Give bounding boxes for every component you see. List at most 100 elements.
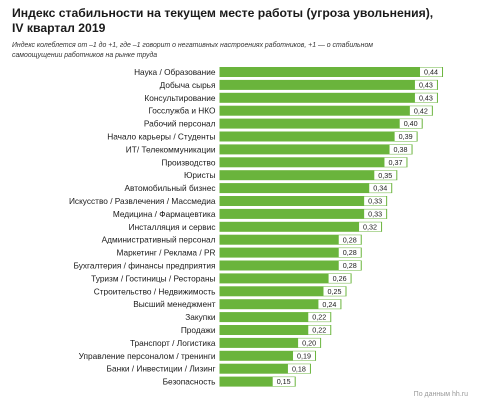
category-label: Административный персонал (102, 235, 216, 245)
value-label-box (420, 67, 443, 77)
value-label: 0,35 (378, 171, 392, 180)
category-label: Продажи (181, 325, 216, 335)
source-note: По данным hh.ru (413, 391, 468, 398)
value-label: 0,32 (363, 222, 377, 231)
category-label: Высший менеджмент (133, 299, 216, 309)
bar (219, 79, 438, 90)
bar (219, 376, 296, 387)
category-label: Добыча сырья (160, 80, 216, 90)
category-label: Консультирование (144, 93, 215, 103)
value-label: 0,42 (414, 106, 428, 115)
value-label: 0,22 (312, 313, 326, 322)
value-label-box (374, 170, 397, 180)
category-label: Рабочий персонал (144, 119, 216, 129)
value-label: 0,22 (312, 326, 326, 335)
bar (219, 299, 342, 310)
value-label: 0,28 (343, 235, 357, 244)
value-label-box (364, 209, 387, 219)
value-label: 0,26 (333, 274, 347, 283)
value-label: 0,15 (277, 377, 291, 386)
value-label-box (293, 351, 316, 361)
value-label: 0,39 (399, 132, 413, 141)
bar (219, 234, 362, 245)
category-label: Строительство / Недвижимость (94, 286, 216, 296)
value-label: 0,38 (394, 145, 408, 154)
category-label: Туризм / Гостиницы / Рестораны (91, 273, 215, 283)
category-label: Начало карьеры / Студенты (107, 132, 215, 142)
value-label: 0,33 (368, 210, 382, 219)
category-label: ИТ/ Телекоммуникации (126, 144, 216, 154)
bar (219, 131, 418, 142)
bar (219, 118, 423, 129)
value-label-box (414, 93, 437, 103)
value-label: 0,33 (368, 197, 382, 206)
bar (219, 312, 332, 323)
value-label-box (338, 248, 361, 258)
bar (219, 350, 317, 361)
category-label: Госслужба и НКО (148, 106, 216, 116)
value-label: 0,44 (424, 68, 438, 77)
category-label: Транспорт / Логистика (130, 338, 216, 348)
bar (219, 337, 322, 348)
category-label: Бухгалтерия / финансы предприятия (73, 261, 215, 271)
bar (219, 157, 408, 168)
value-label-box (389, 144, 412, 154)
category-label: Производство (161, 157, 215, 167)
value-label-box (308, 325, 331, 335)
bar (219, 183, 393, 194)
chart-subtitle: Индекс колеблется от –1 до +1, где –1 го… (12, 42, 374, 59)
value-label: 0,37 (388, 158, 402, 167)
value-label-box (298, 338, 321, 348)
bar (219, 260, 362, 271)
chart-title: Индекс стабильности на текущем месте раб… (12, 6, 434, 35)
bar (219, 273, 352, 284)
category-label: Автомобильный бизнес (125, 183, 216, 193)
value-label-box (318, 299, 341, 309)
value-label-box (409, 106, 432, 116)
bar (219, 170, 398, 181)
value-label-box (359, 222, 382, 232)
value-label-box (308, 312, 331, 322)
bar (219, 92, 438, 103)
value-label: 0,25 (328, 287, 342, 296)
bar (219, 221, 383, 232)
bar (219, 325, 332, 335)
value-label: 0,43 (419, 93, 433, 102)
category-label: Маркетинг / Реклама / PR (117, 248, 216, 258)
value-label-box (338, 235, 361, 245)
value-label-box (323, 286, 346, 296)
value-label: 0,18 (292, 364, 306, 373)
bar (219, 247, 362, 258)
category-label: Искусство / Развлечения / Массмедиа (69, 196, 216, 206)
value-label: 0,24 (322, 300, 336, 309)
category-label: Банки / Инвестиции / Лизинг (107, 364, 216, 374)
value-label-box (272, 377, 295, 387)
category-label: Управление персоналом / тренинги (79, 351, 216, 361)
bar (219, 208, 388, 219)
value-label-box (394, 132, 417, 141)
value-label-box (287, 364, 310, 374)
value-label: 0,28 (343, 248, 357, 257)
category-label: Юристы (184, 170, 216, 180)
bar (219, 67, 444, 77)
bar (219, 286, 347, 297)
value-label-box (364, 196, 387, 206)
bar (219, 196, 388, 206)
value-label-box (338, 261, 361, 270)
category-label: Наука / Образование (134, 67, 216, 77)
bar (219, 363, 311, 374)
value-label-box (414, 80, 437, 90)
value-label-box (328, 273, 351, 283)
value-label-box (369, 183, 392, 193)
bar (219, 144, 413, 155)
value-label-box (399, 119, 422, 129)
category-label: Безопасность (163, 377, 216, 387)
value-label: 0,40 (404, 119, 418, 128)
bar (219, 105, 433, 116)
value-label: 0,19 (297, 351, 311, 360)
value-label: 0,34 (373, 184, 387, 193)
value-label-box (384, 157, 407, 167)
value-label: 0,20 (302, 339, 316, 348)
category-label: Закупки (185, 312, 216, 322)
